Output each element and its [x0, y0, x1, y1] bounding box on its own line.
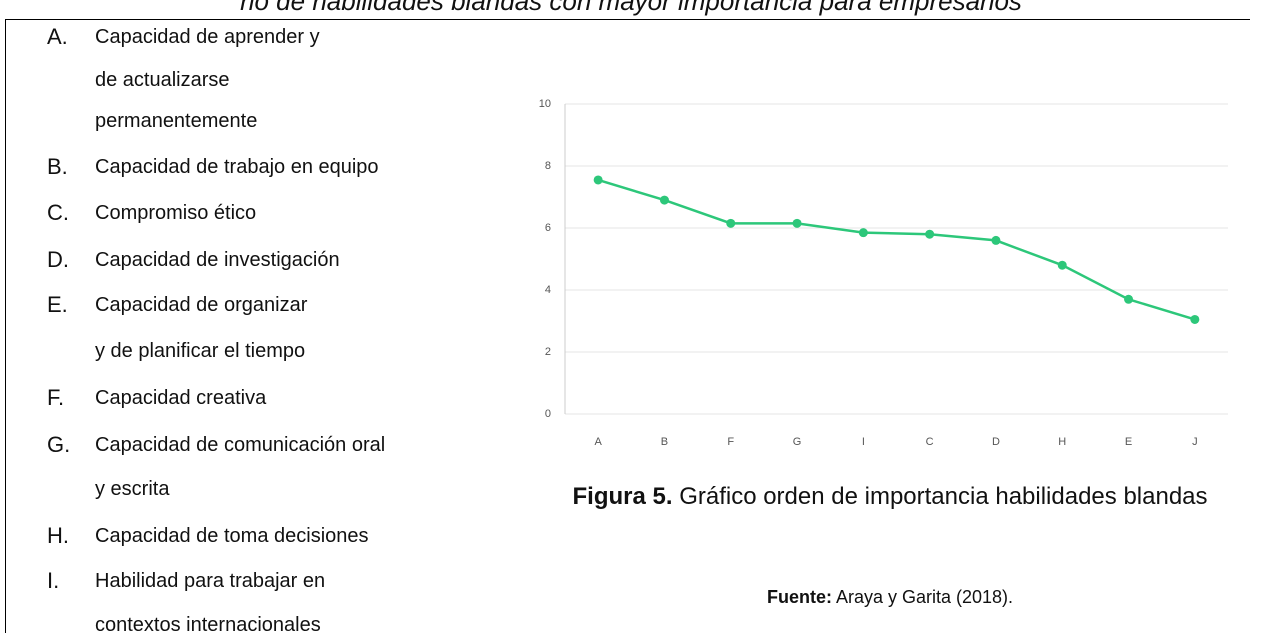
- item-text: Capacidad de aprender y: [95, 26, 320, 48]
- item-letter: C.: [47, 200, 69, 225]
- item-letter: H.: [47, 523, 69, 548]
- point: [593, 175, 603, 185]
- item-text: Habilidad para trabajar en: [95, 570, 326, 592]
- item-text: Capacidad de comunicación oral: [95, 434, 386, 456]
- y-tick-label: 8: [545, 160, 551, 172]
- item-text: de actualizarse: [95, 69, 230, 91]
- caption-label: Figura 5.: [572, 483, 673, 510]
- point: [1124, 294, 1134, 304]
- caption: Figura 5. Gráfico orden de importancia h…: [530, 472, 1250, 522]
- x-tick-label: D: [992, 436, 1000, 448]
- source: Fuente: Araya y Garita (2018).: [530, 587, 1250, 608]
- item-letter: A.: [47, 24, 68, 49]
- point: [925, 229, 935, 239]
- item-text: Capacidad creativa: [95, 387, 267, 409]
- item-text: permanentemente: [95, 110, 258, 132]
- y-tick-label: 0: [545, 408, 551, 420]
- item-letter: I.: [47, 568, 60, 593]
- item-letter: E.: [47, 292, 68, 317]
- x-tick-label: I: [862, 436, 865, 448]
- item-text: Capacidad de toma decisiones: [95, 525, 369, 547]
- item-text: contextos internacionales: [95, 614, 321, 636]
- x-tick-label: B: [661, 436, 668, 448]
- item-text: y de planificar el tiempo: [95, 340, 306, 362]
- x-tick-label: F: [727, 436, 734, 448]
- x-tick-label: A: [594, 436, 602, 448]
- point: [1057, 260, 1067, 270]
- line: [597, 178, 1196, 321]
- x-tick-label: H: [1058, 436, 1066, 448]
- item-text: Compromiso ético: [95, 202, 257, 224]
- y-tick-label: 6: [545, 222, 551, 234]
- item-text: Capacidad de trabajo en equipo: [95, 156, 379, 178]
- y-tick-label: 4: [545, 284, 551, 296]
- item-letter: G.: [47, 432, 71, 457]
- source-label: Fuente:: [766, 587, 832, 607]
- x-tick-label: J: [1192, 436, 1198, 448]
- item-letter: F.: [47, 385, 65, 410]
- frame-border: [5, 19, 1250, 20]
- item-text: Capacidad de investigación: [95, 249, 340, 271]
- heading: rio de habilidades blandas con mayor imp…: [240, 0, 1022, 16]
- source-text: Araya y Garita (2018).: [835, 587, 1014, 607]
- y-tick-label: 10: [539, 98, 551, 110]
- x-tick-label: E: [1125, 436, 1132, 448]
- point: [991, 235, 1001, 245]
- point: [1190, 314, 1200, 324]
- point: [792, 218, 802, 228]
- caption-text: Gráfico orden de importancia habilidades…: [679, 483, 1208, 510]
- point: [659, 195, 669, 205]
- y-tick-label: 2: [545, 346, 551, 358]
- x-tick-label: G: [793, 436, 802, 448]
- item-letter: B.: [47, 154, 68, 179]
- point: [858, 228, 868, 238]
- item-text: Capacidad de organizar: [95, 294, 308, 316]
- x-tick-label: C: [926, 436, 934, 448]
- point: [726, 218, 736, 228]
- item-letter: D.: [47, 247, 69, 272]
- item-text: y escrita: [95, 478, 170, 500]
- frame-border: [5, 19, 6, 633]
